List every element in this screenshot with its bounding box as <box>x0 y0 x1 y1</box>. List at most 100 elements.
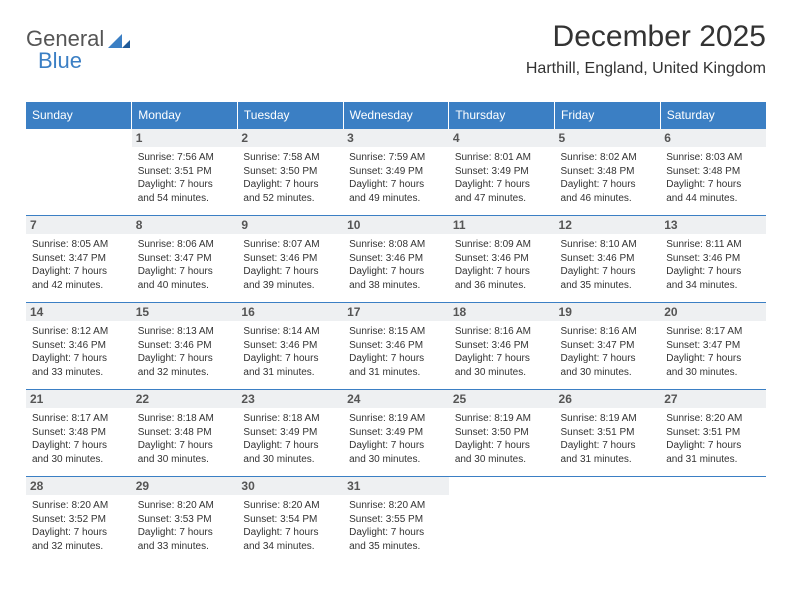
sunset-text: Sunset: 3:49 PM <box>349 165 443 179</box>
sunset-text: Sunset: 3:48 PM <box>32 426 126 440</box>
day-details: Sunrise: 8:06 AMSunset: 3:47 PMDaylight:… <box>138 238 232 292</box>
sunset-text: Sunset: 3:49 PM <box>455 165 549 179</box>
sunset-text: Sunset: 3:49 PM <box>349 426 443 440</box>
sunset-text: Sunset: 3:52 PM <box>32 513 126 527</box>
day-details: Sunrise: 7:58 AMSunset: 3:50 PMDaylight:… <box>243 151 337 205</box>
day-details: Sunrise: 8:18 AMSunset: 3:48 PMDaylight:… <box>138 412 232 466</box>
sunrise-text: Sunrise: 8:07 AM <box>243 238 337 252</box>
sunrise-text: Sunrise: 8:20 AM <box>138 499 232 513</box>
weekday-header: Saturday <box>660 102 766 129</box>
day-details: Sunrise: 8:17 AMSunset: 3:47 PMDaylight:… <box>666 325 760 379</box>
sunset-text: Sunset: 3:53 PM <box>138 513 232 527</box>
day-number: 30 <box>237 477 343 495</box>
calendar-cell: 4Sunrise: 8:01 AMSunset: 3:49 PMDaylight… <box>449 129 555 216</box>
daylight-text: Daylight: 7 hours and 34 minutes. <box>243 526 337 553</box>
sunset-text: Sunset: 3:46 PM <box>349 252 443 266</box>
daylight-text: Daylight: 7 hours and 35 minutes. <box>349 526 443 553</box>
weekday-header: Thursday <box>449 102 555 129</box>
sunset-text: Sunset: 3:46 PM <box>138 339 232 353</box>
location-label: Harthill, England, United Kingdom <box>526 60 766 78</box>
day-number: 20 <box>660 303 766 321</box>
day-details: Sunrise: 8:12 AMSunset: 3:46 PMDaylight:… <box>32 325 126 379</box>
sunset-text: Sunset: 3:51 PM <box>666 426 760 440</box>
sunset-text: Sunset: 3:51 PM <box>138 165 232 179</box>
sunset-text: Sunset: 3:46 PM <box>455 252 549 266</box>
day-details: Sunrise: 8:14 AMSunset: 3:46 PMDaylight:… <box>243 325 337 379</box>
logo-mark-icon <box>108 30 130 48</box>
day-number: 13 <box>660 216 766 234</box>
day-details: Sunrise: 8:01 AMSunset: 3:49 PMDaylight:… <box>455 151 549 205</box>
day-details: Sunrise: 8:20 AMSunset: 3:52 PMDaylight:… <box>32 499 126 553</box>
day-number: 22 <box>132 390 238 408</box>
daylight-text: Daylight: 7 hours and 34 minutes. <box>666 265 760 292</box>
weekday-header-row: Sunday Monday Tuesday Wednesday Thursday… <box>26 102 766 129</box>
calendar-cell: 26Sunrise: 8:19 AMSunset: 3:51 PMDayligh… <box>555 390 661 477</box>
sunrise-text: Sunrise: 8:02 AM <box>561 151 655 165</box>
sunset-text: Sunset: 3:54 PM <box>243 513 337 527</box>
calendar-cell <box>449 477 555 564</box>
day-details: Sunrise: 8:13 AMSunset: 3:46 PMDaylight:… <box>138 325 232 379</box>
day-details: Sunrise: 8:15 AMSunset: 3:46 PMDaylight:… <box>349 325 443 379</box>
day-number: 12 <box>555 216 661 234</box>
weekday-header: Tuesday <box>237 102 343 129</box>
sunrise-text: Sunrise: 7:56 AM <box>138 151 232 165</box>
sunset-text: Sunset: 3:48 PM <box>561 165 655 179</box>
header: December 2025 Harthill, England, United … <box>526 20 766 78</box>
calendar-table: Sunday Monday Tuesday Wednesday Thursday… <box>26 102 766 563</box>
day-details: Sunrise: 8:17 AMSunset: 3:48 PMDaylight:… <box>32 412 126 466</box>
day-number: 25 <box>449 390 555 408</box>
day-number: 19 <box>555 303 661 321</box>
sunset-text: Sunset: 3:47 PM <box>138 252 232 266</box>
daylight-text: Daylight: 7 hours and 30 minutes. <box>243 439 337 466</box>
sunrise-text: Sunrise: 7:59 AM <box>349 151 443 165</box>
calendar-row: 28Sunrise: 8:20 AMSunset: 3:52 PMDayligh… <box>26 477 766 564</box>
calendar-cell: 10 Sunrise: 8:08 AMSunset: 3:46 PMDayligh… <box>343 216 449 303</box>
daylight-text: Daylight: 7 hours and 30 minutes. <box>455 439 549 466</box>
daylight-text: Daylight: 7 hours and 31 minutes. <box>349 352 443 379</box>
day-number: 7 <box>26 216 132 234</box>
day-details: Sunrise: 8:08 AMSunset: 3:46 PMDaylight:… <box>349 238 443 292</box>
day-details: Sunrise: 8:20 AMSunset: 3:53 PMDaylight:… <box>138 499 232 553</box>
calendar-cell: 2Sunrise: 7:58 AMSunset: 3:50 PMDaylight… <box>237 129 343 216</box>
day-number: 26 <box>555 390 661 408</box>
sunset-text: Sunset: 3:55 PM <box>349 513 443 527</box>
sunrise-text: Sunrise: 8:20 AM <box>32 499 126 513</box>
daylight-text: Daylight: 7 hours and 30 minutes. <box>138 439 232 466</box>
day-number: 16 <box>237 303 343 321</box>
calendar-cell <box>26 129 132 216</box>
day-number: 28 <box>26 477 132 495</box>
sunrise-text: Sunrise: 8:14 AM <box>243 325 337 339</box>
day-details: Sunrise: 8:20 AMSunset: 3:51 PMDaylight:… <box>666 412 760 466</box>
day-number: 10 <box>343 216 449 234</box>
calendar-row: 21 Sunrise: 8:17 AMSunset: 3:48 PMDayligh… <box>26 390 766 477</box>
sunset-text: Sunset: 3:47 PM <box>561 339 655 353</box>
calendar-row: 1Sunrise: 7:56 AMSunset: 3:51 PMDaylight… <box>26 129 766 216</box>
daylight-text: Daylight: 7 hours and 33 minutes. <box>138 526 232 553</box>
daylight-text: Daylight: 7 hours and 47 minutes. <box>455 178 549 205</box>
day-number: 21 <box>26 390 132 408</box>
calendar-row: 14Sunrise: 8:12 AMSunset: 3:46 PMDayligh… <box>26 303 766 390</box>
calendar-cell: 8Sunrise: 8:06 AMSunset: 3:47 PMDaylight… <box>132 216 238 303</box>
day-details: Sunrise: 8:18 AMSunset: 3:49 PMDaylight:… <box>243 412 337 466</box>
day-number: 5 <box>555 129 661 147</box>
daylight-text: Daylight: 7 hours and 31 minutes. <box>666 439 760 466</box>
day-number: 31 <box>343 477 449 495</box>
weekday-header: Monday <box>132 102 238 129</box>
calendar-cell: 1Sunrise: 7:56 AMSunset: 3:51 PMDaylight… <box>132 129 238 216</box>
sunrise-text: Sunrise: 8:19 AM <box>349 412 443 426</box>
sunrise-text: Sunrise: 8:12 AM <box>32 325 126 339</box>
sunrise-text: Sunrise: 8:11 AM <box>666 238 760 252</box>
sunrise-text: Sunrise: 8:20 AM <box>349 499 443 513</box>
sunset-text: Sunset: 3:50 PM <box>455 426 549 440</box>
daylight-text: Daylight: 7 hours and 36 minutes. <box>455 265 549 292</box>
daylight-text: Daylight: 7 hours and 30 minutes. <box>32 439 126 466</box>
day-number: 6 <box>660 129 766 147</box>
day-details: Sunrise: 8:11 AMSunset: 3:46 PMDaylight:… <box>666 238 760 292</box>
sunrise-text: Sunrise: 8:08 AM <box>349 238 443 252</box>
logo-text-blue: Blue <box>38 48 82 74</box>
daylight-text: Daylight: 7 hours and 52 minutes. <box>243 178 337 205</box>
sunrise-text: Sunrise: 8:20 AM <box>243 499 337 513</box>
sunrise-text: Sunrise: 8:05 AM <box>32 238 126 252</box>
day-details: Sunrise: 8:10 AMSunset: 3:46 PMDaylight:… <box>561 238 655 292</box>
calendar-cell <box>660 477 766 564</box>
